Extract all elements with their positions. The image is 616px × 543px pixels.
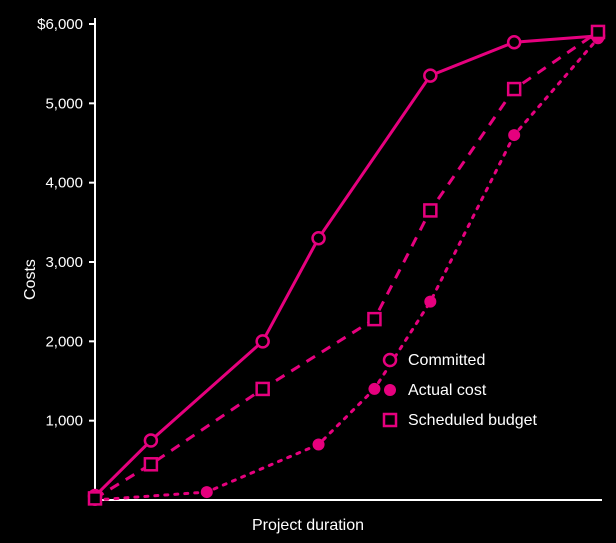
y-tick-label: 3,000	[45, 254, 83, 271]
legend-label: Scheduled budget	[408, 412, 538, 429]
chart-svg: 1,000 2,000 3,000 4,000 5,000 $6,000 Committed…	[0, 0, 616, 543]
y-tick-label: 5,000	[45, 95, 83, 112]
y-tick-label: 4,000	[45, 175, 83, 192]
y-tick-label: 2,000	[45, 333, 83, 350]
x-axis-label: Project duration	[0, 517, 616, 535]
y-tick-label: $6,000	[37, 16, 83, 33]
y-tick-label: 1,000	[45, 413, 83, 430]
cost-chart: 1,000 2,000 3,000 4,000 5,000 $6,000 Committed…	[0, 0, 616, 543]
legend-label: Actual cost	[408, 382, 487, 399]
legend-label: Committed	[408, 352, 485, 369]
y-axis-label: Costs	[22, 259, 40, 300]
